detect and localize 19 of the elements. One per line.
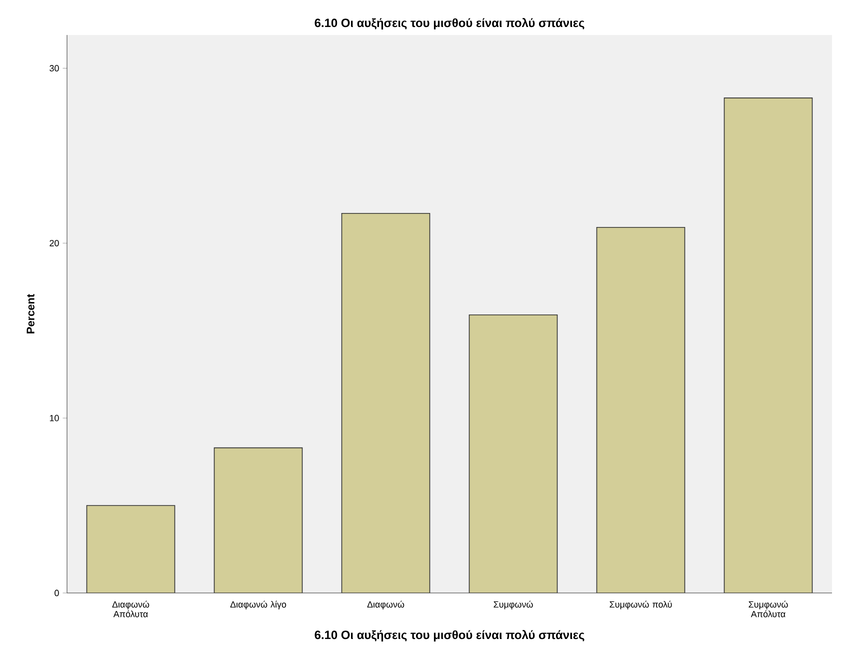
y-tick-label: 20 [50, 240, 59, 246]
x-tick-label: Συμφωνώ Απόλυτα [748, 600, 788, 618]
y-axis-title: Percent [26, 294, 34, 334]
x-tick-label: Διαφωνώ λίγο [230, 600, 286, 610]
bar [724, 98, 813, 593]
chart-title: 6.10 Οι αυξήσεις του μισθού είναι πολύ σπάνιες [314, 18, 584, 30]
x-tick-label: Συμφωνώ [494, 600, 533, 610]
bar [468, 314, 558, 593]
x-tick-label: Συμφωνώ πολύ [610, 600, 672, 610]
bar [341, 213, 430, 593]
y-tick-label: 30 [50, 65, 59, 72]
bar [214, 447, 303, 593]
y-tick-label: 10 [50, 414, 59, 422]
bar [596, 227, 686, 593]
x-tick-label: Διαφωνώ [367, 600, 404, 610]
bar [86, 505, 176, 593]
y-tick-label: 0 [54, 590, 59, 596]
x-tick-label: Διαφωνώ Απόλυτα [112, 600, 150, 618]
x-axis-title: 6.10 Οι αυξήσεις του μισθού είναι πολύ σπάνιες [314, 630, 584, 642]
